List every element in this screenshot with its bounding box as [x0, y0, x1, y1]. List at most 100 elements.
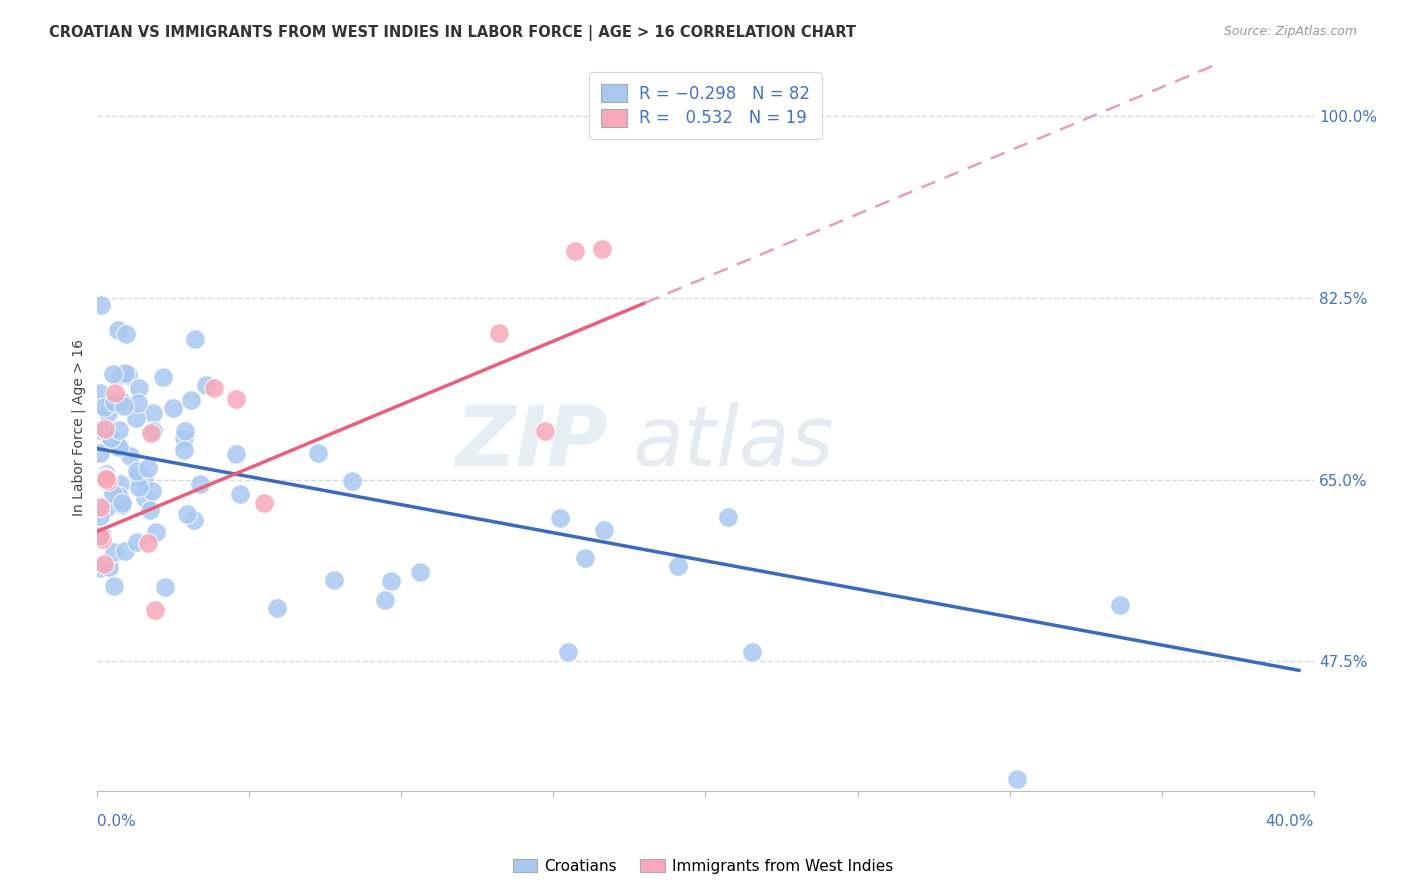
Point: [134, 491, 156, 505]
Point: [90, 532, 112, 546]
Point: [120, 449, 142, 463]
Point: [112, 400, 135, 414]
Point: [96, 467, 118, 482]
Legend: Croatians, Immigrants from West Indies: Croatians, Immigrants from West Indies: [506, 853, 900, 880]
Point: [128, 381, 150, 395]
Point: [108, 489, 131, 503]
Point: [139, 503, 162, 517]
Point: [125, 411, 148, 425]
Point: [128, 480, 150, 494]
Point: [105, 439, 128, 453]
Point: [1108, 598, 1130, 612]
Point: [89, 500, 111, 514]
Point: [100, 432, 122, 446]
Point: [108, 423, 131, 437]
Point: [741, 645, 763, 659]
Y-axis label: In Labor Force | Age > 16: In Labor Force | Age > 16: [72, 339, 86, 516]
Point: [202, 381, 225, 395]
Point: [183, 513, 205, 527]
Point: [557, 645, 579, 659]
Point: [162, 401, 184, 415]
Point: [101, 487, 124, 501]
Point: [89, 446, 111, 460]
Point: [717, 510, 740, 524]
Point: [266, 601, 288, 615]
Point: [91, 527, 114, 541]
Point: [574, 550, 596, 565]
Text: 0.0%: 0.0%: [97, 814, 135, 830]
Point: [591, 242, 613, 256]
Point: [183, 332, 205, 346]
Point: [108, 440, 131, 454]
Point: [143, 602, 166, 616]
Text: Source: ZipAtlas.com: Source: ZipAtlas.com: [1223, 25, 1357, 38]
Point: [409, 565, 432, 579]
Point: [97, 406, 120, 420]
Point: [225, 392, 247, 406]
Point: [142, 406, 165, 420]
Point: [97, 430, 120, 444]
Point: [115, 326, 138, 341]
Point: [111, 496, 134, 510]
Point: [94, 501, 117, 516]
Point: [107, 323, 129, 337]
Point: [145, 525, 167, 540]
Point: [104, 386, 127, 401]
Point: [94, 470, 117, 484]
Point: [136, 460, 159, 475]
Point: [253, 495, 276, 509]
Point: [593, 523, 616, 537]
Point: [225, 447, 247, 461]
Point: [127, 396, 149, 410]
Point: [93, 422, 115, 436]
Point: [127, 464, 149, 478]
Point: [176, 507, 198, 521]
Point: [374, 592, 396, 607]
Point: [97, 474, 120, 488]
Point: [380, 574, 402, 589]
Point: [666, 559, 689, 574]
Point: [548, 511, 571, 525]
Point: [180, 392, 202, 407]
Point: [188, 476, 211, 491]
Point: [127, 534, 149, 549]
Point: [564, 244, 586, 258]
Point: [114, 543, 136, 558]
Point: [89, 509, 111, 524]
Point: [1005, 772, 1028, 787]
Point: [93, 558, 115, 572]
Text: ZIP: ZIP: [456, 401, 607, 483]
Point: [173, 430, 195, 444]
Point: [195, 378, 218, 392]
Point: [103, 545, 125, 559]
Point: [141, 484, 163, 499]
Point: [110, 394, 132, 409]
Point: [103, 579, 125, 593]
Text: 40.0%: 40.0%: [1265, 814, 1315, 830]
Point: [89, 423, 111, 437]
Point: [111, 498, 134, 512]
Point: [94, 473, 117, 487]
Point: [229, 486, 252, 500]
Point: [94, 471, 117, 485]
Point: [103, 367, 125, 381]
Point: [110, 368, 132, 382]
Point: [141, 425, 163, 440]
Point: [98, 560, 121, 574]
Point: [152, 369, 174, 384]
Point: [322, 573, 344, 587]
Point: [101, 481, 124, 495]
Point: [153, 581, 176, 595]
Point: [340, 474, 363, 488]
Point: [108, 476, 131, 491]
Point: [89, 560, 111, 574]
Point: [142, 425, 165, 439]
Point: [93, 400, 115, 414]
Point: [136, 535, 159, 549]
Point: [117, 368, 139, 382]
Point: [89, 385, 111, 400]
Point: [533, 424, 555, 438]
Point: [307, 446, 329, 460]
Point: [173, 442, 195, 457]
Legend: R = −0.298   N = 82, R =   0.532   N = 19: R = −0.298 N = 82, R = 0.532 N = 19: [589, 72, 821, 139]
